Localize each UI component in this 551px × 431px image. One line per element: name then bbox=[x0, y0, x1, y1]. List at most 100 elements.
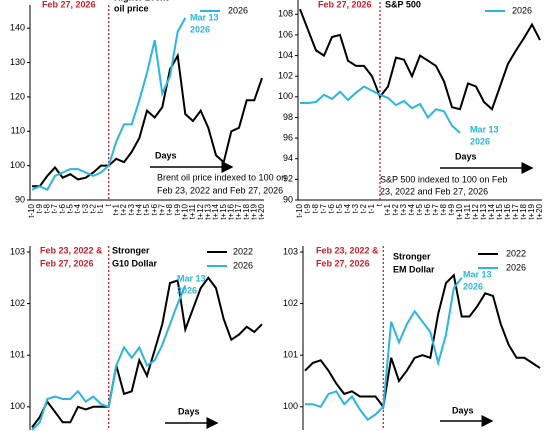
panel-title: EM Dollar bbox=[393, 264, 435, 274]
x-tick-label: t+12 bbox=[196, 203, 205, 219]
series-line bbox=[300, 85, 461, 134]
series-line bbox=[31, 285, 187, 431]
legend-label: 2022 bbox=[506, 248, 526, 258]
x-tick-label: t-7 bbox=[319, 203, 328, 213]
x-tick-label: t-5 bbox=[65, 203, 74, 213]
date-label: Feb 27, 2026 bbox=[316, 258, 370, 268]
y-tick-label: 96 bbox=[283, 132, 293, 142]
x-tick-label: t+6 bbox=[423, 203, 432, 215]
x-tick-label: t+8 bbox=[439, 203, 448, 215]
series-line bbox=[304, 273, 541, 410]
x-tick-label: t+15 bbox=[219, 203, 228, 219]
y-tick-label: 108 bbox=[278, 9, 293, 19]
x-tick-label: t+10 bbox=[180, 203, 189, 219]
y-tick-label: 90 bbox=[15, 194, 25, 204]
x-axis-label: Days bbox=[178, 406, 200, 416]
end-label: Mar 13 bbox=[190, 12, 219, 22]
x-tick-label: t+1 bbox=[111, 203, 120, 215]
panel-title: Stronger bbox=[393, 251, 431, 261]
x-tick-label: t+4 bbox=[134, 203, 143, 215]
legend-label: 2026 bbox=[228, 5, 248, 15]
x-tick-label: t-10 bbox=[27, 203, 36, 217]
y-tick-label: 102 bbox=[10, 298, 25, 308]
panel: 100 101 102 103 2022 2026 Feb 23, 2022 & Feb 27… bbox=[10, 245, 263, 431]
end-label: Mar 13 bbox=[470, 124, 499, 134]
panel-title: oil price bbox=[114, 3, 149, 13]
series-line bbox=[31, 17, 187, 191]
panel-title: Higher Brent bbox=[114, 0, 169, 2]
x-tick-label: t+18 bbox=[242, 203, 251, 219]
y-tick-label: 100 bbox=[283, 401, 298, 411]
panel: 100 101 102 103 2022 2026 Feb 23, 2022 & Feb 27… bbox=[283, 245, 541, 430]
x-tick-label: t+20 bbox=[535, 203, 544, 219]
y-tick-label: 100 bbox=[278, 91, 293, 101]
x-tick-label: t-9 bbox=[303, 203, 312, 213]
x-tick-label: t+2 bbox=[119, 203, 128, 215]
x-tick-label: t-6 bbox=[327, 203, 336, 213]
note: 23, 2022 and Feb 27, 2026 bbox=[380, 186, 488, 196]
y-tick-label: 104 bbox=[278, 50, 293, 60]
y-tick-label: 140 bbox=[10, 23, 25, 33]
end-label: Mar 13 bbox=[177, 273, 206, 283]
legend-label: 2026 bbox=[506, 262, 526, 272]
y-tick-label: 102 bbox=[283, 298, 298, 308]
series-line bbox=[305, 277, 463, 422]
end-label: 2026 bbox=[190, 24, 210, 34]
x-tick-label: t+17 bbox=[511, 203, 520, 219]
x-tick-label: t+3 bbox=[127, 203, 136, 215]
x-tick-label: t-4 bbox=[343, 203, 352, 213]
x-tick-label: t+12 bbox=[471, 203, 480, 219]
note: Brent oil price indexed to 100 on bbox=[157, 172, 286, 182]
x-tick-label: t-8 bbox=[311, 203, 320, 213]
x-tick-label: t+16 bbox=[226, 203, 235, 219]
x-tick-label: t-7 bbox=[50, 203, 59, 213]
date-label: Feb 23, 2022 & bbox=[316, 245, 379, 255]
panel-title: S&P 500 bbox=[385, 0, 421, 9]
x-tick-label: t+16 bbox=[503, 203, 512, 219]
x-tick-label: t+19 bbox=[527, 203, 536, 219]
x-tick-label: t+17 bbox=[234, 203, 243, 219]
panel: 90100110120130140t-10t-9t-8t-7t-6t-5t-4t… bbox=[10, 0, 286, 220]
y-tick-label: 101 bbox=[10, 350, 25, 360]
x-tick-label: t+3 bbox=[399, 203, 408, 215]
y-tick-label: 98 bbox=[283, 112, 293, 122]
y-tick-label: 102 bbox=[278, 71, 293, 81]
legend-label: 2022 bbox=[233, 246, 253, 256]
note: S&P 500 indexed to 100 on Feb bbox=[380, 174, 507, 184]
x-tick-label: t-2 bbox=[359, 203, 368, 213]
panel-title: Stronger bbox=[112, 245, 150, 255]
x-tick-label: t-3 bbox=[351, 203, 360, 213]
legend-label: 2026 bbox=[233, 260, 253, 270]
x-tick-label: t-5 bbox=[335, 203, 344, 213]
y-tick-label: 90 bbox=[283, 194, 293, 204]
x-tick-label: t+8 bbox=[165, 203, 174, 215]
x-tick-label: t-1 bbox=[96, 203, 105, 213]
x-tick-label: t+11 bbox=[188, 203, 197, 219]
y-tick-label: 101 bbox=[283, 350, 298, 360]
y-tick-label: 110 bbox=[11, 126, 25, 136]
date-label: Feb 27, 2026 bbox=[42, 0, 96, 9]
end-label: 2026 bbox=[177, 285, 197, 295]
x-tick-label: t+5 bbox=[415, 203, 424, 215]
end-label: Mar 13 bbox=[463, 269, 492, 279]
x-tick-label: t+1 bbox=[383, 203, 392, 215]
x-tick-label: t+2 bbox=[391, 203, 400, 215]
x-tick-label: t-6 bbox=[58, 203, 67, 213]
x-tick-label: t-8 bbox=[42, 203, 51, 213]
panel-title: G10 Dollar bbox=[112, 258, 158, 268]
end-label: 2026 bbox=[470, 136, 490, 146]
x-tick-label: t bbox=[375, 203, 384, 206]
x-tick-label: t-2 bbox=[88, 203, 97, 213]
y-tick-label: 94 bbox=[283, 153, 293, 163]
series-line bbox=[31, 276, 263, 428]
x-tick-label: t+13 bbox=[203, 203, 212, 219]
x-tick-label: t-9 bbox=[35, 203, 44, 213]
x-tick-label: t+10 bbox=[455, 203, 464, 219]
y-tick-label: 130 bbox=[10, 57, 25, 67]
x-tick-label: t+15 bbox=[495, 203, 504, 219]
x-tick-label: t+19 bbox=[249, 203, 258, 219]
y-tick-label: 100 bbox=[10, 401, 25, 411]
x-tick-label: t+7 bbox=[157, 203, 166, 215]
x-tick-label: t-10 bbox=[295, 203, 304, 217]
x-tick-label: t-4 bbox=[73, 203, 82, 213]
